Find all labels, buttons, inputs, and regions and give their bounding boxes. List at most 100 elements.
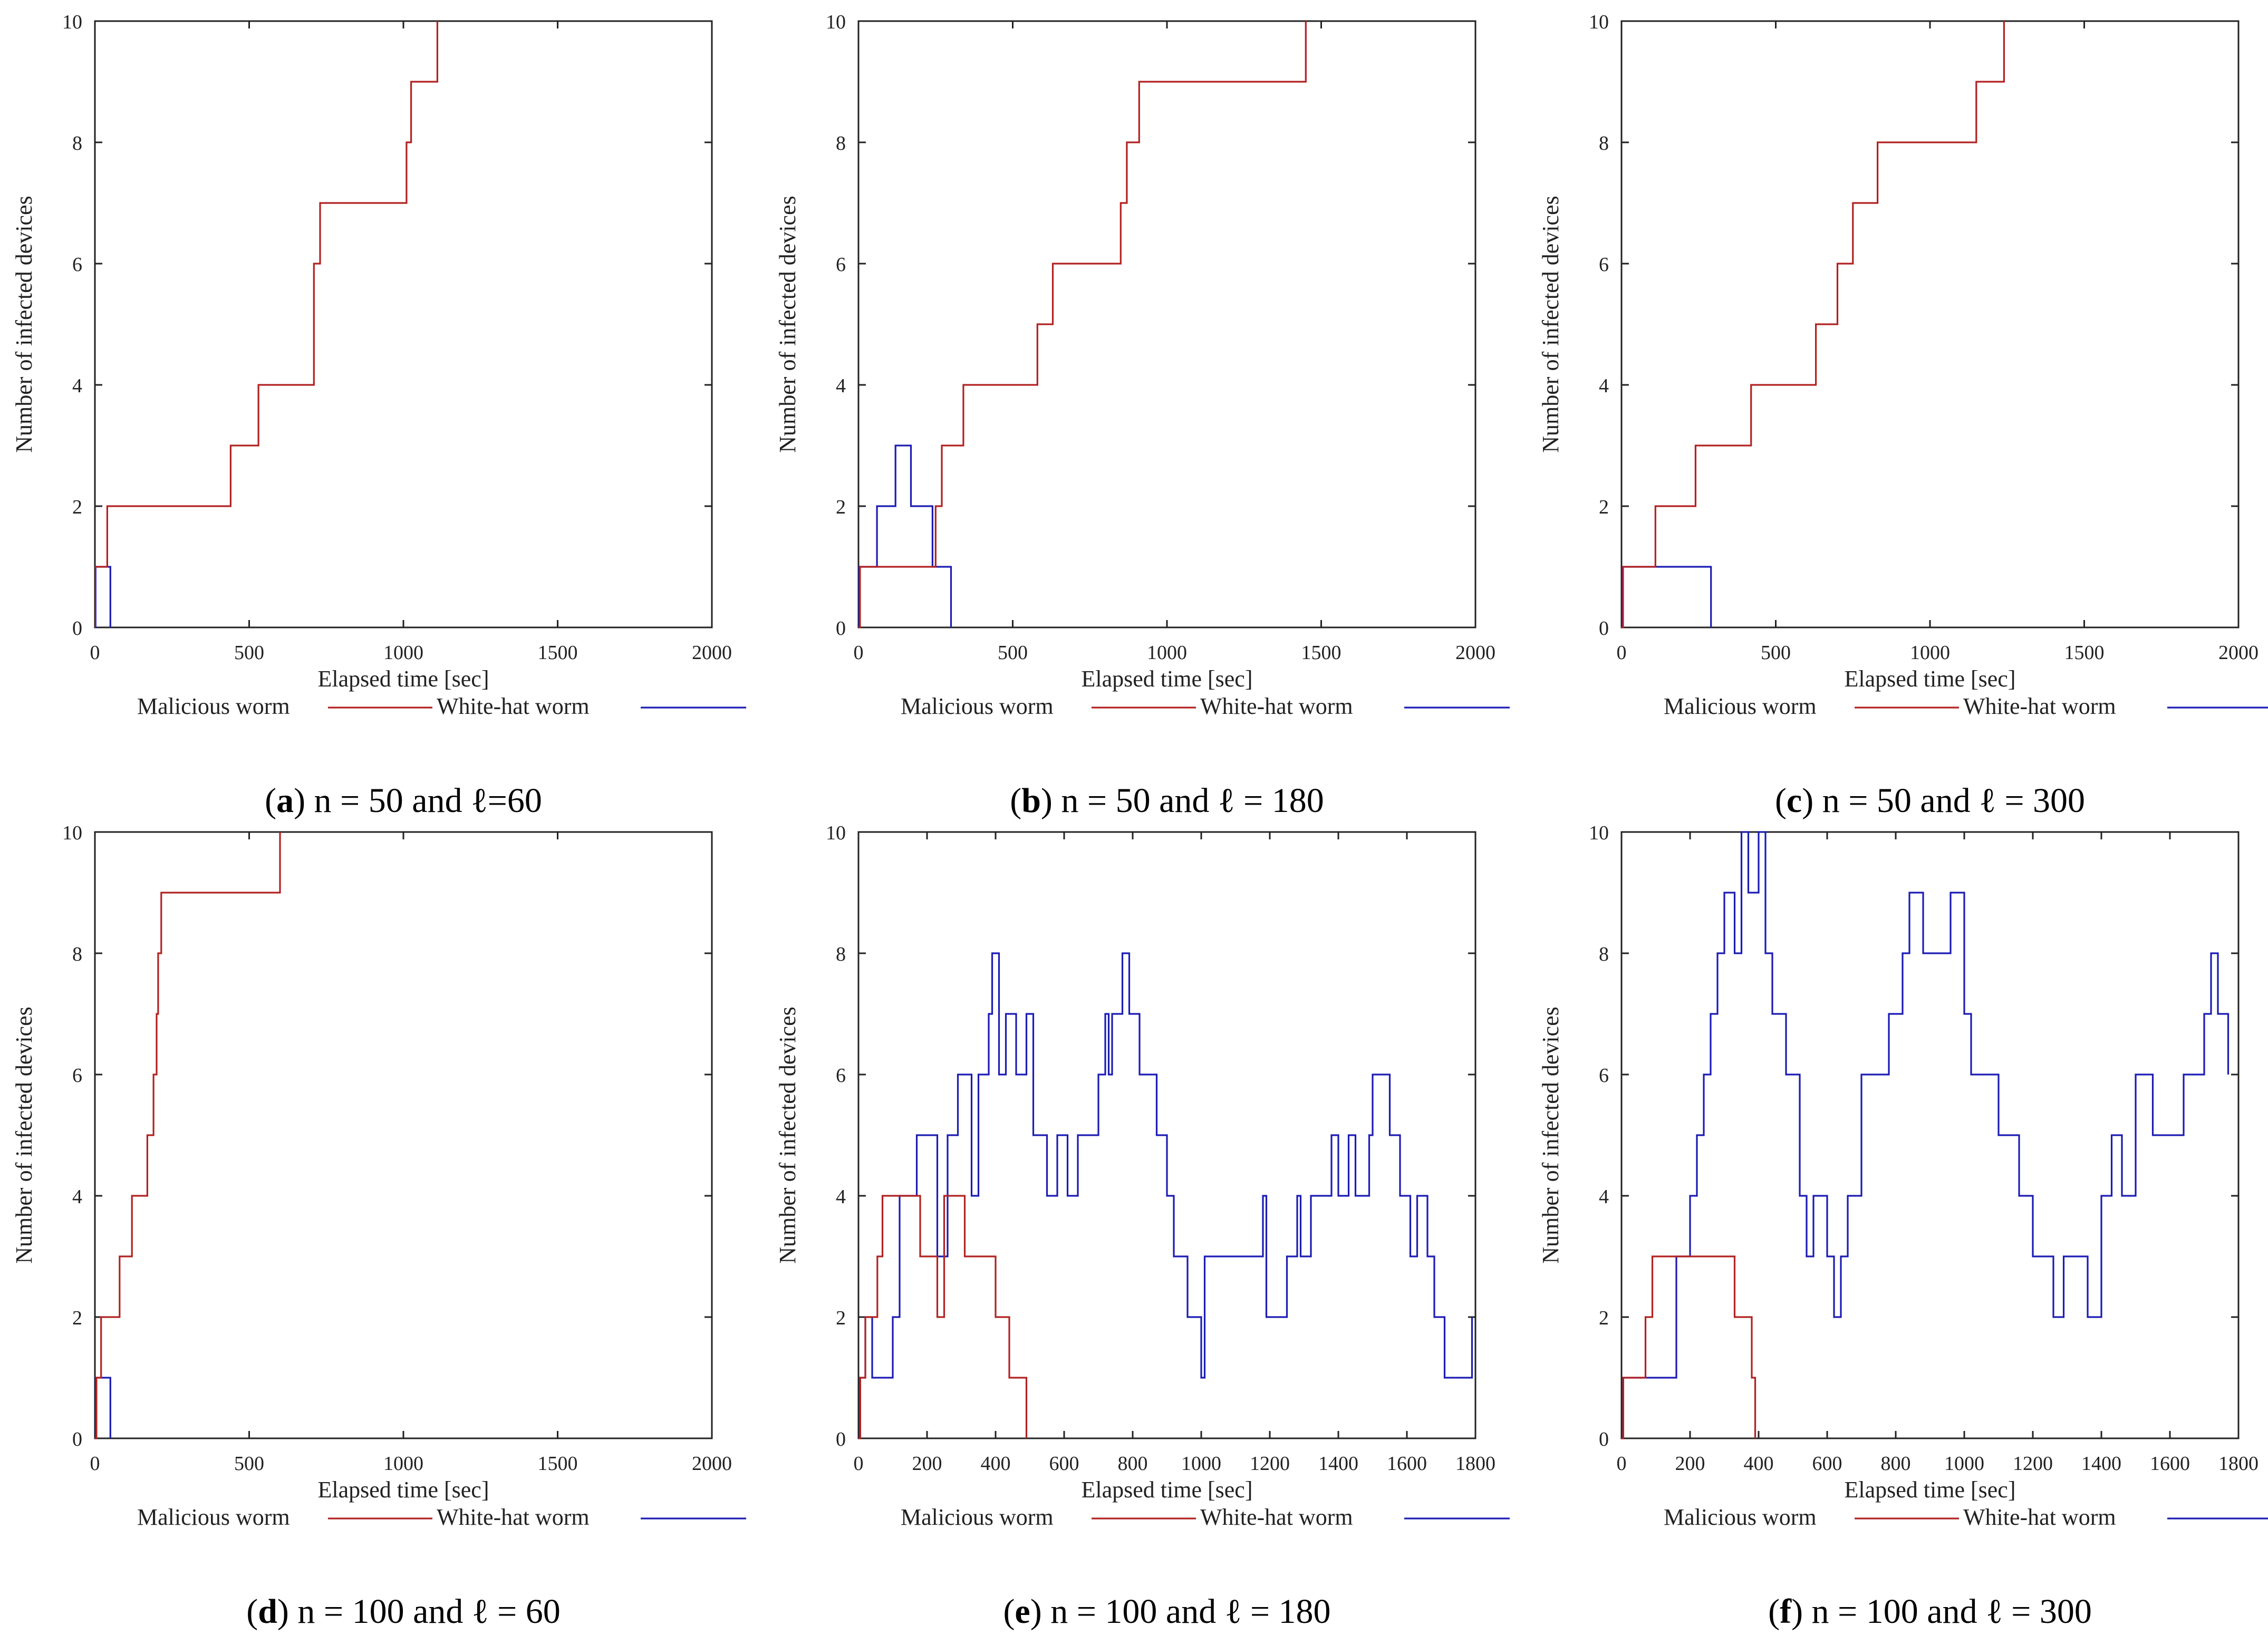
panel-caption: (b) n = 50 and ℓ = 180 <box>1010 781 1324 820</box>
x-tick-label: 200 <box>912 1453 942 1475</box>
legend-label-white-hat: White-hat worm <box>1963 1504 2116 1530</box>
y-axis-label: Number of infected devices <box>11 1007 37 1263</box>
y-tick-label: 2 <box>72 496 82 518</box>
legend-label-malicious: Malicious worm <box>137 1504 290 1530</box>
malicious-worm-line <box>858 21 1307 628</box>
panel-caption: (f) n = 100 and ℓ = 300 <box>1768 1592 2092 1631</box>
chart-panel-a: 0 500 1000 1500 2000 0 2 4 6 8 10 Elapsed time [sec… <box>11 11 746 820</box>
x-tick-label: 500 <box>234 642 264 664</box>
legend-label-white-hat: White-hat worm <box>1963 693 2116 719</box>
y-tick-label: 6 <box>72 1065 82 1087</box>
caption-text: n = 100 and ℓ = 180 <box>1050 1592 1330 1631</box>
legend-label-malicious: Malicious worm <box>1664 1504 1817 1530</box>
y-tick-label: 4 <box>72 375 82 397</box>
y-tick-label: 8 <box>836 943 846 965</box>
chart-panel-e: 0 200 400 600 800 1000 1200 1400 1600 1800 0 2 4 6 8 10… <box>775 822 1510 1631</box>
x-tick-label: 0 <box>90 642 100 664</box>
caption-label: c <box>1787 781 1802 820</box>
y-axis-label: Number of infected devices <box>1538 196 1564 452</box>
x-tick-label: 400 <box>1744 1453 1774 1475</box>
y-tick-label: 0 <box>836 617 846 640</box>
x-tick-label: 0 <box>1617 642 1627 664</box>
chart-panel-c: 0 500 1000 1500 2000 0 2 4 6 8 10 Elapsed time [sec… <box>1538 11 2268 820</box>
y-tick-label: 8 <box>72 943 82 965</box>
legend: Malicious worm White-hat worm <box>137 693 746 719</box>
x-axis-label: Elapsed time [sec] <box>1845 1477 2016 1503</box>
legend: Malicious worm White-hat worm <box>1664 693 2268 719</box>
y-tick-label: 6 <box>1599 1065 1609 1087</box>
y-tick-label: 0 <box>836 1428 846 1450</box>
x-tick-label: 1400 <box>1318 1453 1358 1475</box>
y-tick-label: 8 <box>72 132 82 154</box>
x-tick-label: 1500 <box>538 1453 578 1475</box>
legend-label-white-hat: White-hat worm <box>437 693 590 719</box>
plot-frame <box>857 831 1476 1439</box>
y-tick-label: 6 <box>836 1065 846 1087</box>
y-tick-label: 2 <box>72 1307 82 1329</box>
x-tick-label: 1200 <box>1250 1453 1290 1475</box>
y-tick-label: 6 <box>1599 254 1609 276</box>
legend-label-white-hat: White-hat worm <box>1200 693 1353 719</box>
caption-text: n = 100 and ℓ = 60 <box>297 1592 560 1631</box>
x-tick-label: 1000 <box>383 1453 423 1475</box>
legend-label-malicious: Malicious worm <box>901 1504 1054 1530</box>
x-tick-label: 800 <box>1118 1453 1148 1475</box>
caption-label: e <box>1015 1592 1030 1631</box>
x-tick-label: 1600 <box>1387 1453 1427 1475</box>
legend-label-malicious: Malicious worm <box>1664 693 1817 719</box>
x-tick-label: 1000 <box>1181 1453 1221 1475</box>
x-tick-label: 2000 <box>1455 642 1495 664</box>
x-tick-label: 1500 <box>538 642 578 664</box>
y-tick-label: 10 <box>826 822 846 844</box>
x-tick-label: 600 <box>1049 1453 1079 1475</box>
legend-label-white-hat: White-hat worm <box>1200 1504 1353 1530</box>
x-tick-label: 800 <box>1881 1453 1911 1475</box>
y-axis-label: Number of infected devices <box>775 1007 800 1263</box>
x-tick-label: 1000 <box>383 642 423 664</box>
x-tick-label: 1800 <box>2218 1453 2259 1475</box>
caption-text: n = 100 and ℓ = 300 <box>1812 1592 2092 1631</box>
y-tick-label: 10 <box>62 822 82 844</box>
caption-label: f <box>1780 1592 1792 1631</box>
caption-label: a <box>276 781 294 820</box>
white-hat-worm-line <box>1622 831 2230 1439</box>
x-tick-label: 2000 <box>2218 642 2259 664</box>
y-tick-label: 10 <box>1589 11 1609 33</box>
y-tick-label: 2 <box>836 1307 846 1329</box>
x-tick-label: 1600 <box>2150 1453 2190 1475</box>
malicious-worm-line <box>95 21 438 627</box>
x-tick-label: 2000 <box>692 1453 732 1475</box>
caption-text: n = 50 and ℓ = 300 <box>1822 781 2085 820</box>
panel-caption: (d) n = 100 and ℓ = 60 <box>246 1592 561 1631</box>
y-tick-label: 8 <box>836 132 846 154</box>
y-tick-label: 4 <box>836 1186 846 1208</box>
y-tick-label: 2 <box>1599 1307 1609 1329</box>
x-tick-label: 600 <box>1812 1453 1842 1475</box>
malicious-worm-line <box>95 832 281 1439</box>
x-tick-label: 1500 <box>1301 642 1342 664</box>
y-tick-label: 0 <box>1599 617 1609 640</box>
x-axis-label: Elapsed time [sec] <box>1845 666 2016 692</box>
x-axis-label: Elapsed time [sec] <box>318 666 489 692</box>
y-tick-label: 10 <box>1589 822 1609 844</box>
x-tick-label: 1800 <box>1455 1453 1495 1475</box>
legend: Malicious worm White-hat worm <box>901 1504 1510 1530</box>
x-tick-label: 0 <box>1617 1453 1627 1475</box>
x-tick-label: 200 <box>1675 1453 1705 1475</box>
x-axis-label: Elapsed time [sec] <box>318 1477 489 1503</box>
malicious-worm-line <box>1622 1255 1757 1439</box>
x-axis-label: Elapsed time [sec] <box>1082 1477 1253 1503</box>
x-tick-label: 1000 <box>1944 1453 1984 1475</box>
x-tick-label: 0 <box>90 1453 100 1475</box>
y-tick-label: 6 <box>836 254 846 276</box>
caption-label: b <box>1021 781 1041 820</box>
y-axis-label: Number of infected devices <box>1538 1007 1564 1263</box>
y-tick-label: 0 <box>72 617 82 640</box>
x-tick-label: 0 <box>854 642 864 664</box>
x-tick-label: 0 <box>854 1453 864 1475</box>
y-tick-label: 4 <box>1599 1186 1609 1208</box>
panel-caption: (e) n = 100 and ℓ = 180 <box>1003 1592 1330 1631</box>
